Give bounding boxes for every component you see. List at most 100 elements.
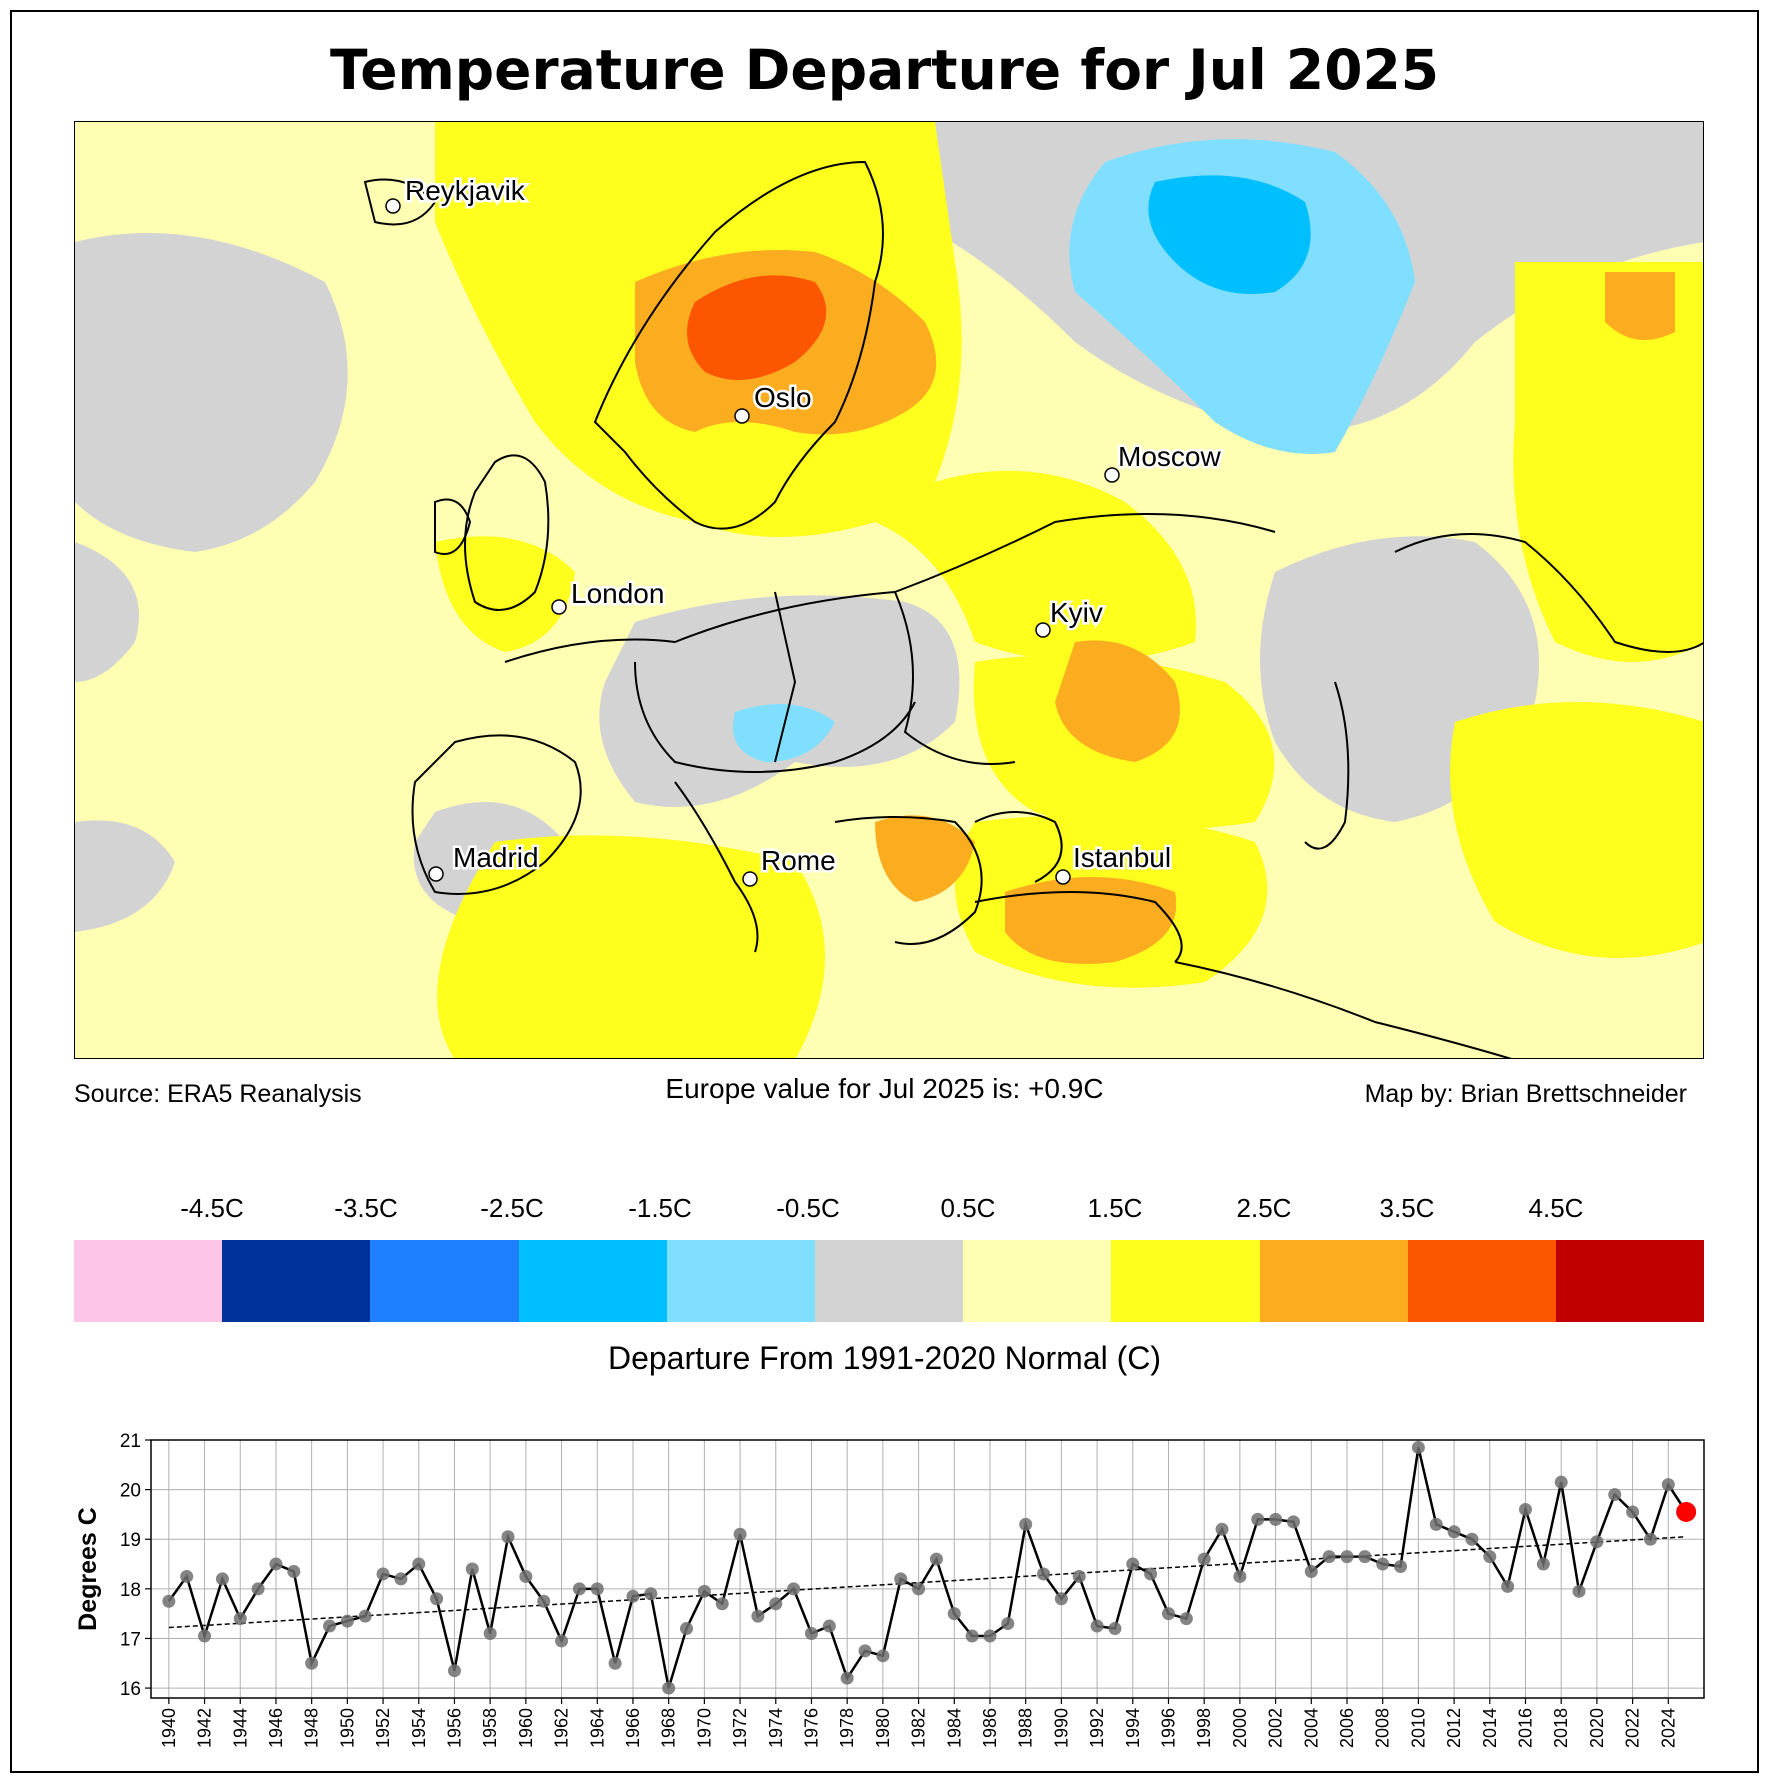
coast-scandinavia xyxy=(593,160,884,530)
data-point xyxy=(358,1609,372,1623)
trend-line-group xyxy=(168,1536,1687,1629)
data-point xyxy=(215,1572,229,1586)
border-south-east xyxy=(1174,961,1512,1058)
city-marker xyxy=(742,871,758,887)
city-madrid: Madrid Madrid xyxy=(428,840,541,882)
x-tick-label: 2024 xyxy=(1658,1708,1678,1748)
border-central xyxy=(634,661,916,773)
plot-area xyxy=(151,1440,1704,1698)
data-point xyxy=(1215,1522,1229,1536)
data-point xyxy=(965,1629,979,1643)
data-point xyxy=(1251,1512,1265,1526)
city-label-halo: Madrid xyxy=(453,842,539,873)
coastlines xyxy=(363,160,1703,1058)
x-tick-label: 1966 xyxy=(623,1708,643,1748)
data-point xyxy=(1447,1525,1461,1539)
colorbar-tick-label: 2.5C xyxy=(1236,1193,1292,1223)
timeseries-chart: 16 17 18 19 20 21 1940 1942 1944 1946 1948 1950 1952… xyxy=(74,1431,1705,1748)
data-point xyxy=(1340,1550,1354,1564)
x-tick-label: 1990 xyxy=(1051,1708,1071,1748)
city-marker xyxy=(551,599,567,615)
x-tick-label: 1980 xyxy=(873,1708,893,1748)
city-istanbul: Istanbul Istanbul xyxy=(1055,840,1174,885)
plot-frame xyxy=(150,1439,1705,1699)
city-markers: Reykjavik Reykjavik Oslo Oslo Moscow Mos… xyxy=(385,173,1224,887)
x-tick-label: 1972 xyxy=(730,1708,750,1748)
region-russia-cold xyxy=(1148,175,1311,294)
x-tick-label: 1984 xyxy=(944,1708,964,1748)
colorbar-tick-label: -0.5C xyxy=(776,1193,840,1223)
colorbar-swatches xyxy=(74,1240,1705,1322)
y-tick-label: 20 xyxy=(120,1481,141,1502)
colorbar-swatch xyxy=(1259,1240,1408,1322)
data-point xyxy=(287,1564,301,1578)
data-point xyxy=(555,1634,569,1648)
x-tick-label: 1946 xyxy=(266,1708,286,1748)
data-point xyxy=(1626,1505,1640,1519)
data-point xyxy=(1643,1532,1657,1546)
city-london: London London xyxy=(551,576,667,615)
source-caption: Source: ERA5 Reanalysis xyxy=(74,1080,362,1108)
x-tick-label: 2022 xyxy=(1623,1708,1643,1748)
data-point xyxy=(251,1582,265,1596)
data-point xyxy=(340,1614,354,1628)
city-label: Oslo xyxy=(754,382,812,413)
city-label: Rome xyxy=(761,845,836,876)
city-label-halo: Moscow xyxy=(1118,441,1221,472)
map-svg: Reykjavik Reykjavik Oslo Oslo Moscow Mos… xyxy=(75,122,1703,1058)
city-label-halo: Reykjavik xyxy=(405,175,526,206)
chart-axes: 16 17 18 19 20 21 1940 1942 1944 1946 1948 1950 1952… xyxy=(120,1431,1705,1748)
city-marker xyxy=(1104,467,1120,483)
data-point xyxy=(876,1649,890,1663)
data-point xyxy=(519,1569,533,1583)
colorbar-swatch xyxy=(963,1240,1112,1322)
coast-turkey xyxy=(974,891,1183,963)
data-point xyxy=(1090,1619,1104,1633)
x-tick-label: 1976 xyxy=(801,1708,821,1748)
data-point xyxy=(608,1656,622,1670)
colorbar-tick-label: -4.5C xyxy=(180,1193,244,1223)
colorbar-tick-label: 0.5C xyxy=(940,1193,996,1223)
data-point xyxy=(1001,1617,1015,1631)
x-tick-label: 1986 xyxy=(980,1708,1000,1748)
x-tick-label: 1940 xyxy=(159,1708,179,1748)
data-point xyxy=(1572,1584,1586,1598)
region-balkans-hot xyxy=(875,815,975,902)
data-point xyxy=(1554,1475,1568,1489)
data-point xyxy=(572,1582,586,1596)
border-germany-poland xyxy=(774,591,797,763)
x-tick-label: 2000 xyxy=(1230,1708,1250,1748)
data-point xyxy=(537,1594,551,1608)
colorbar-swatch xyxy=(222,1240,371,1322)
city-marker xyxy=(428,866,444,882)
data-point xyxy=(751,1609,765,1623)
data-point xyxy=(483,1627,497,1640)
x-tick-label: 1968 xyxy=(659,1708,679,1748)
data-point xyxy=(198,1629,212,1643)
data-point xyxy=(1661,1478,1675,1492)
x-tick-label: 2010 xyxy=(1408,1708,1428,1748)
x-tick-label: 1954 xyxy=(409,1708,429,1748)
city-kyiv: Kyiv Kyiv xyxy=(1035,595,1105,638)
series-line xyxy=(167,1447,1688,1689)
x-tick-label: 1948 xyxy=(302,1708,322,1748)
data-point xyxy=(305,1656,319,1670)
data-point xyxy=(447,1664,461,1678)
city-label: Kyiv xyxy=(1050,597,1103,628)
data-point xyxy=(769,1597,783,1611)
city-label-halo: Kyiv xyxy=(1050,597,1103,628)
y-axis-label: Degrees C xyxy=(74,1507,102,1631)
city-label: Madrid xyxy=(453,842,539,873)
data-point xyxy=(1179,1612,1193,1626)
data-point xyxy=(1394,1560,1408,1574)
x-tick-label: 1996 xyxy=(1158,1708,1178,1748)
colorbar-swatch xyxy=(518,1240,667,1322)
data-point xyxy=(465,1562,479,1576)
data-point xyxy=(894,1572,908,1586)
coast-caspian xyxy=(1304,681,1350,850)
city-marker xyxy=(1035,622,1051,638)
region-atlantic-grey-2 xyxy=(75,542,139,682)
data-point xyxy=(430,1592,444,1606)
data-point xyxy=(1197,1552,1211,1566)
x-tick-label: 1994 xyxy=(1123,1708,1143,1748)
